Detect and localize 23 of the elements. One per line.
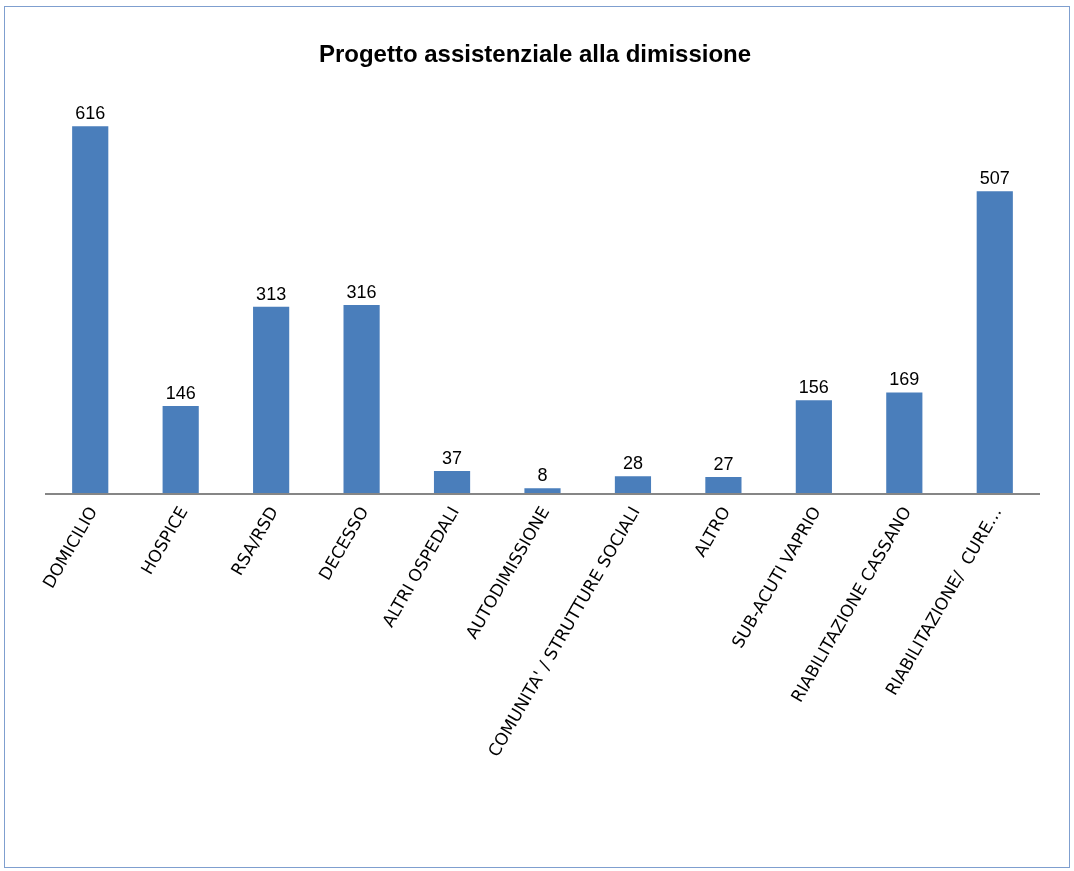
bar (433, 470, 471, 493)
data-label: 37 (442, 447, 463, 468)
data-label: 169 (889, 369, 920, 390)
bar (795, 400, 832, 493)
data-label: 316 (346, 281, 377, 302)
data-label: 27 (713, 453, 734, 474)
bar (253, 306, 290, 493)
data-label: 8 (537, 465, 548, 486)
data-label: 313 (256, 283, 287, 304)
bar (343, 304, 380, 493)
bar (162, 406, 199, 493)
bar (705, 476, 742, 493)
data-label: 156 (798, 377, 829, 398)
data-label: 616 (75, 103, 106, 124)
data-label: 146 (165, 383, 196, 404)
bar (976, 191, 1013, 493)
data-label: 28 (622, 453, 643, 474)
bar (72, 126, 109, 493)
bar (886, 392, 923, 493)
bar (614, 476, 652, 493)
bar (524, 488, 561, 493)
data-label: 507 (979, 168, 1010, 189)
chart-title: Progetto assistenziale alla dimissione (318, 40, 752, 68)
